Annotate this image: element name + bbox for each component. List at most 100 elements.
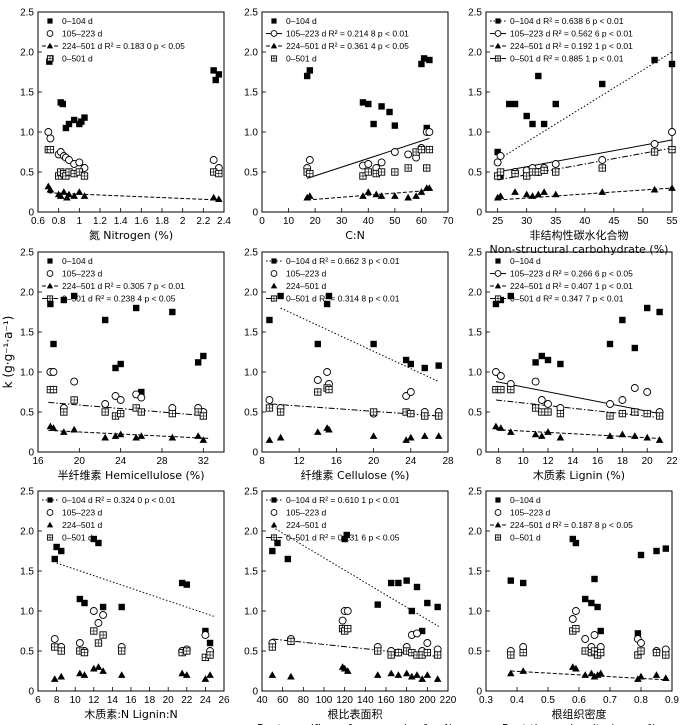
legend-label: 224–501 d R² = 0.183 0 p < 0.05 bbox=[62, 41, 185, 51]
x-tick-label: 40 bbox=[363, 216, 375, 227]
x-tick-label: 28 bbox=[156, 456, 168, 467]
data-point bbox=[651, 56, 658, 64]
series-224–501 d bbox=[493, 184, 676, 201]
data-point bbox=[520, 579, 527, 587]
y-tick-label: 0.5 bbox=[20, 168, 34, 179]
data-point bbox=[70, 292, 78, 300]
data-point bbox=[81, 114, 88, 121]
data-point bbox=[540, 166, 548, 175]
legend-label: 0–501 d bbox=[62, 54, 93, 64]
data-point bbox=[551, 190, 560, 198]
x-tick-label: 0.9 bbox=[665, 695, 679, 706]
panel-2: 0 10 20 30 40 50 60 70 0 0.5 1.0 1.5 2.0 2.5 C:N 0–104 … bbox=[244, 8, 454, 243]
data-point bbox=[373, 671, 382, 678]
data-point bbox=[656, 308, 663, 316]
y-tick-label: 0.5 bbox=[20, 647, 34, 658]
data-point bbox=[594, 603, 601, 611]
x-tick-label: 180 bbox=[398, 695, 415, 706]
data-point bbox=[89, 607, 98, 615]
legend: 0–104 d R² = 0.610 1 p < 0.01 105–223 d 22… bbox=[266, 495, 400, 543]
data-point bbox=[374, 601, 381, 608]
data-point bbox=[596, 669, 605, 677]
data-point bbox=[540, 188, 548, 195]
data-point bbox=[50, 635, 59, 643]
data-point bbox=[206, 639, 214, 647]
data-point bbox=[65, 190, 73, 198]
data-point bbox=[364, 168, 372, 176]
series-0–501 d bbox=[268, 624, 442, 659]
x-tick-label: 1 bbox=[77, 216, 83, 227]
y-tick-label: 0.5 bbox=[244, 168, 258, 179]
data-point bbox=[99, 603, 107, 611]
legend-label: 0–104 d R² = 0.638 6 p < 0.01 bbox=[510, 16, 624, 26]
data-point bbox=[551, 160, 560, 168]
legend-marker bbox=[270, 42, 278, 49]
y-tick-label: 2.0 bbox=[244, 48, 258, 59]
legend-marker bbox=[494, 509, 502, 516]
data-point bbox=[390, 148, 399, 156]
data-point bbox=[215, 71, 223, 78]
x-tick-label: 60 bbox=[277, 695, 289, 706]
x-tick-label: 160 bbox=[378, 695, 395, 706]
x-tick-label: 26 bbox=[218, 695, 230, 706]
data-point bbox=[581, 647, 589, 655]
plot-frame bbox=[261, 490, 449, 692]
data-point bbox=[493, 158, 502, 167]
series-0–104 d bbox=[494, 56, 676, 180]
panel-6: 8 10 12 14 16 18 20 22 0 0.5 1.0 1.5 2.0 2.5 木质素 Ligni… bbox=[468, 248, 678, 483]
x-tick-label: 2.2 bbox=[196, 216, 210, 227]
data-point bbox=[618, 396, 627, 404]
data-point bbox=[202, 627, 209, 635]
data-point bbox=[598, 188, 607, 195]
data-point bbox=[413, 629, 421, 638]
data-point bbox=[421, 364, 428, 372]
x-axis-label: 氮 Nitrogen (%) bbox=[89, 228, 173, 242]
y-tick-label: 2.0 bbox=[20, 527, 34, 538]
data-point bbox=[70, 192, 78, 199]
data-point bbox=[650, 140, 659, 148]
y-tick-label: 1.0 bbox=[20, 368, 34, 379]
data-point bbox=[117, 671, 126, 678]
plot-frame bbox=[485, 11, 673, 213]
data-point bbox=[425, 145, 434, 154]
x-tick-label: 25 bbox=[492, 216, 504, 227]
data-point bbox=[268, 643, 276, 651]
x-axis-label: 根组织密度 bbox=[552, 707, 607, 721]
legend-label: 0–501 d R² = 0.347 7 p < 0.01 bbox=[510, 294, 624, 304]
legend-label: 105–223 d bbox=[62, 508, 102, 518]
data-point bbox=[619, 316, 626, 324]
data-point bbox=[287, 637, 295, 646]
data-point bbox=[194, 432, 202, 439]
legend-marker bbox=[46, 534, 54, 541]
y-tick-label: 2.0 bbox=[20, 288, 34, 299]
data-point bbox=[56, 192, 65, 199]
data-point bbox=[544, 356, 552, 364]
series-0–104 d bbox=[507, 535, 669, 637]
panel-3: 25 30 35 40 45 50 55 0 0.5 1.0 1.5 2.0 2.5 非结构性碳水化合物N… bbox=[468, 8, 678, 257]
data-point bbox=[412, 192, 420, 199]
data-point bbox=[60, 296, 68, 304]
data-point bbox=[212, 76, 219, 84]
legend-label: 0–501 d bbox=[62, 533, 93, 543]
data-point bbox=[303, 72, 311, 80]
data-point bbox=[496, 192, 505, 199]
data-point bbox=[372, 190, 381, 198]
data-point bbox=[377, 168, 386, 176]
x-tick-label: 0.6 bbox=[572, 695, 586, 706]
data-point bbox=[507, 428, 515, 435]
series-224–501 d bbox=[44, 182, 223, 203]
data-point bbox=[569, 535, 576, 543]
x-tick-label: 20 bbox=[310, 216, 322, 227]
data-point bbox=[644, 304, 651, 312]
data-point bbox=[418, 675, 426, 682]
data-point bbox=[421, 412, 429, 420]
legend-marker bbox=[46, 270, 54, 277]
y-tick-label: 2.0 bbox=[468, 288, 482, 299]
data-point bbox=[552, 168, 560, 176]
data-point bbox=[46, 185, 55, 193]
data-point bbox=[652, 671, 661, 678]
data-point bbox=[306, 169, 314, 178]
data-point bbox=[420, 432, 429, 439]
y-tick-label: 1.0 bbox=[20, 128, 34, 139]
data-point bbox=[394, 671, 403, 678]
